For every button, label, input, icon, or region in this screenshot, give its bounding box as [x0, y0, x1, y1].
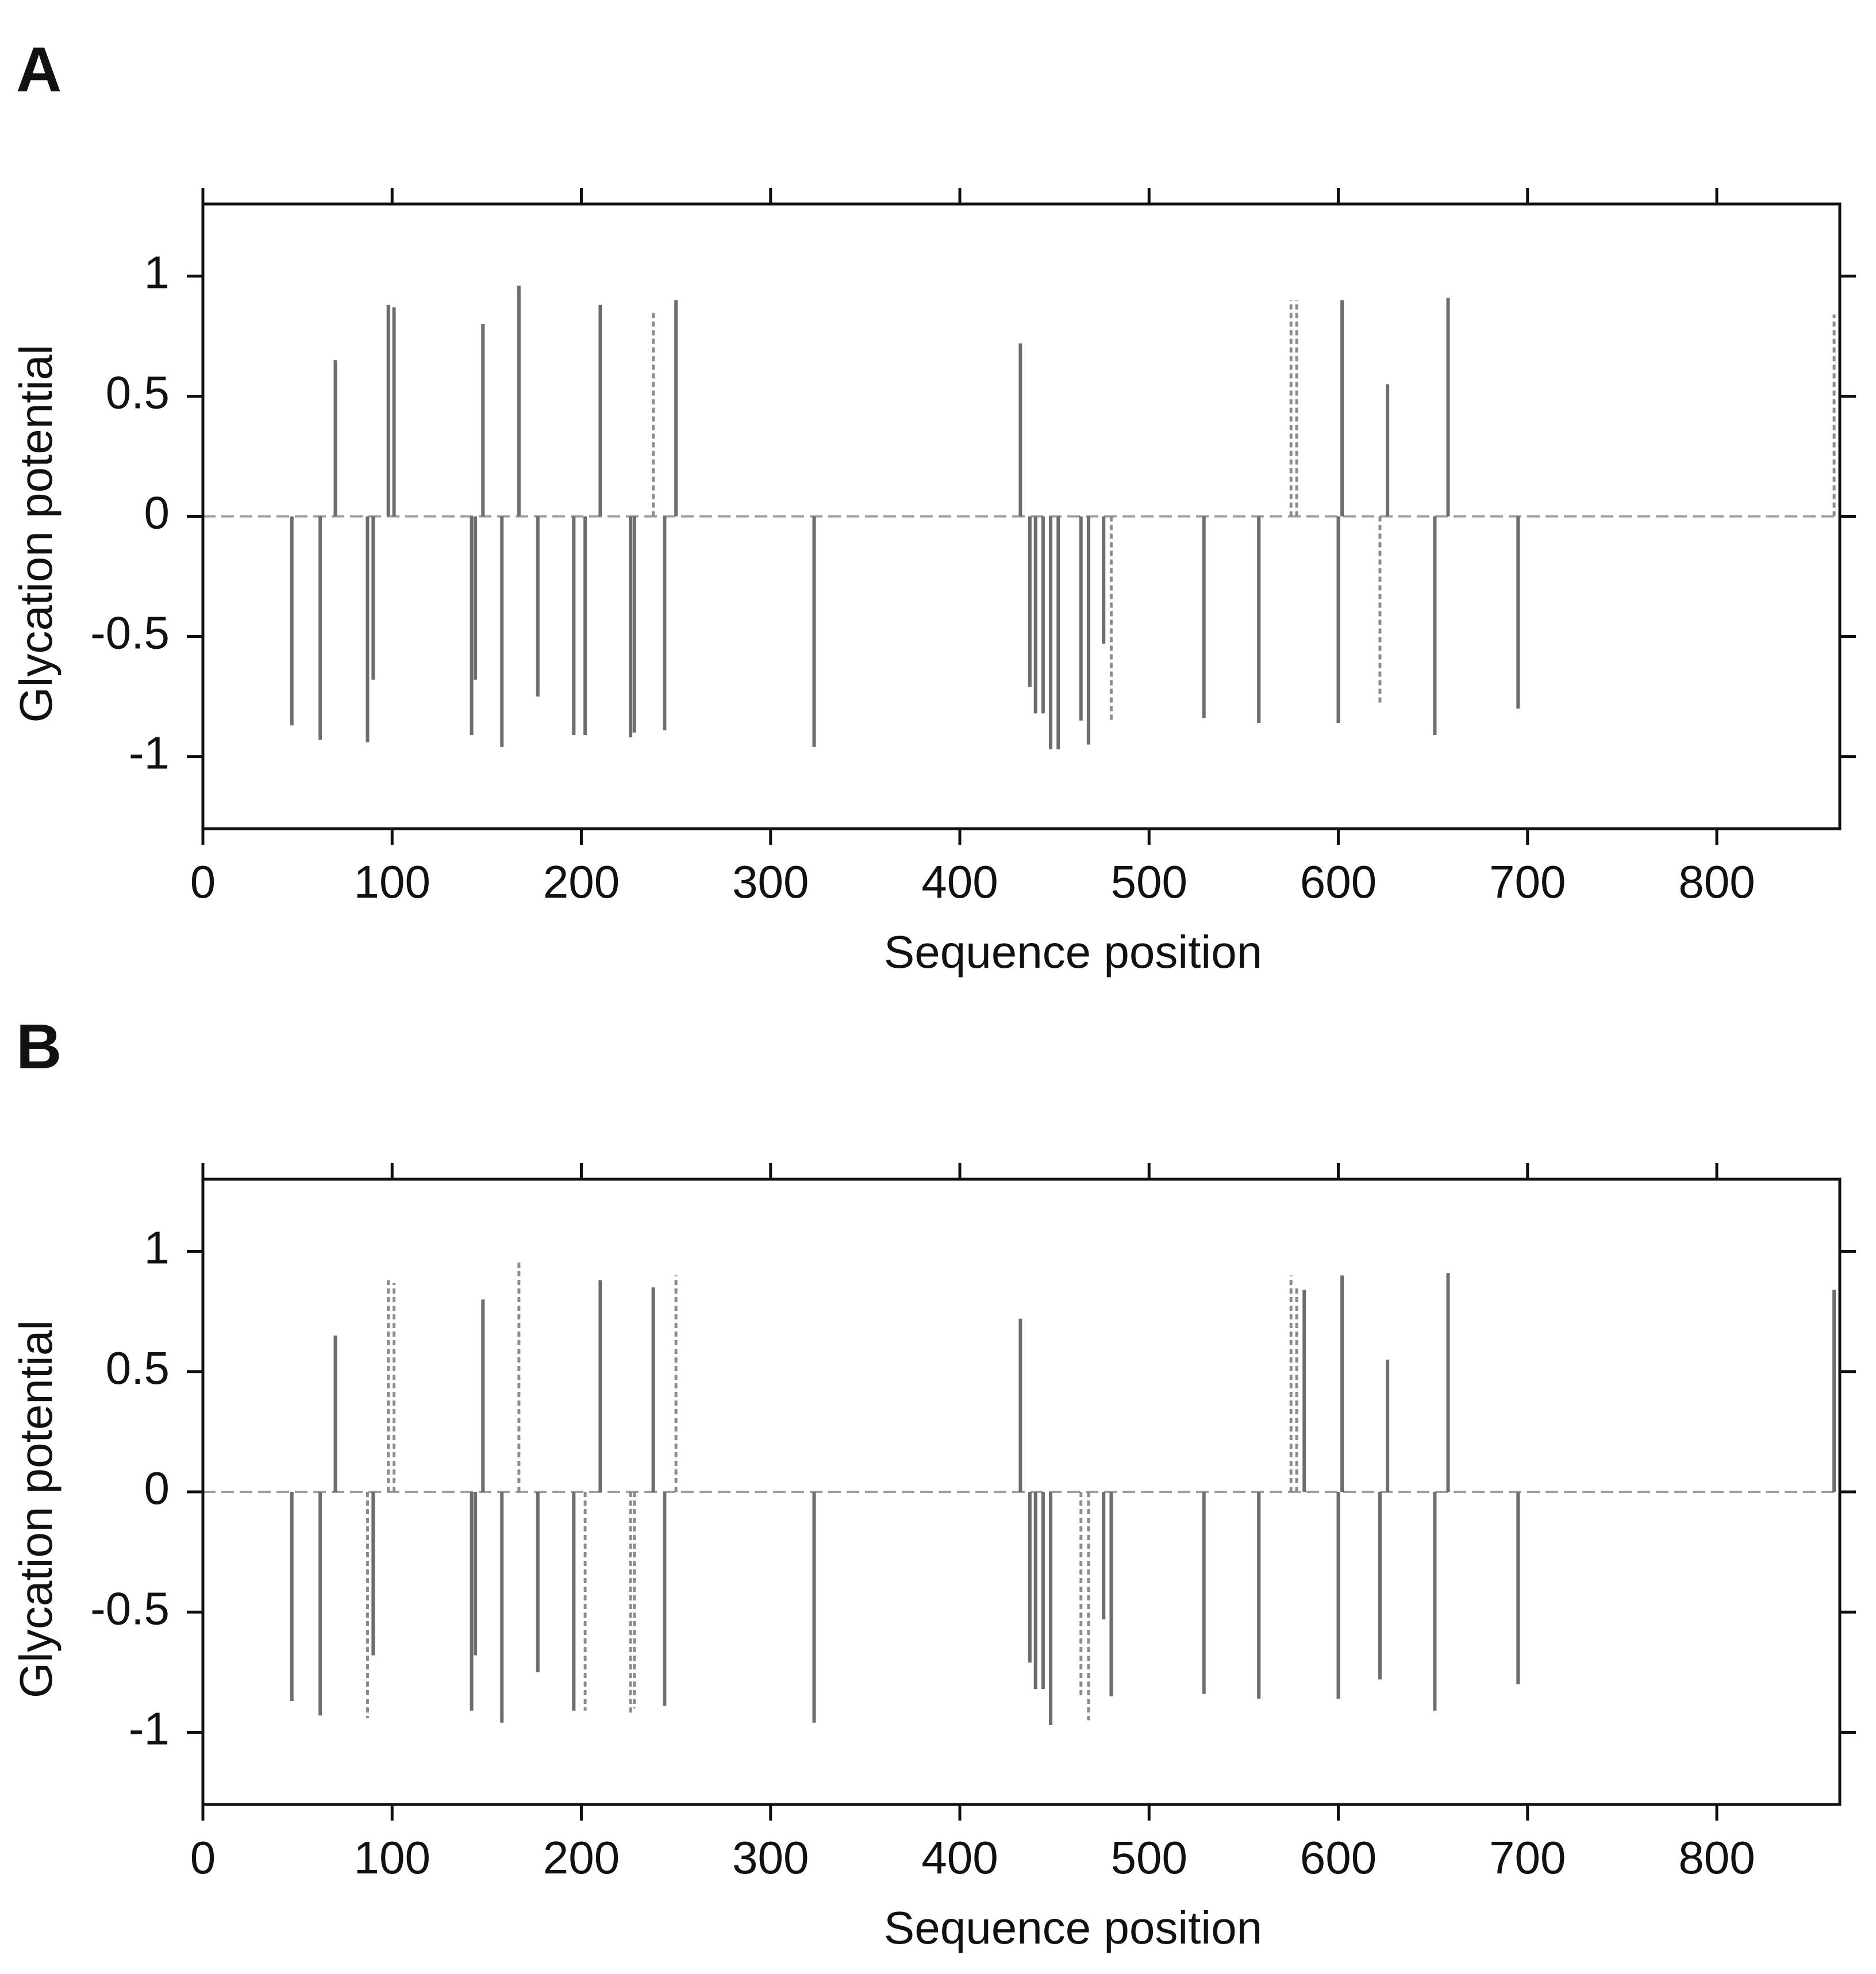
y-tick-label: 0.5 [106, 367, 170, 418]
y-axis-title: Glycation potential [10, 344, 61, 722]
y-tick-label: 1 [144, 247, 170, 298]
x-tick-label: 600 [1300, 1832, 1377, 1883]
y-tick-label: 1 [144, 1222, 170, 1273]
x-tick-label: 800 [1678, 856, 1755, 907]
panel-label: A [16, 34, 61, 105]
x-tick-label: 800 [1678, 1832, 1755, 1883]
x-axis-title: Sequence position [884, 1902, 1262, 1953]
x-tick-label: 0 [190, 1832, 216, 1883]
x-tick-label: 300 [732, 856, 809, 907]
x-tick-label: 400 [921, 856, 998, 907]
panel-label: B [16, 1011, 61, 1082]
y-axis-title: Glycation potential [10, 1320, 61, 1698]
x-tick-label: 200 [543, 1832, 620, 1883]
x-tick-label: 500 [1111, 856, 1187, 907]
x-tick-label: 100 [354, 856, 430, 907]
x-tick-label: 400 [921, 1832, 998, 1883]
x-tick-label: 600 [1300, 856, 1377, 907]
y-tick-label: -1 [129, 1703, 170, 1754]
y-tick-label: -0.5 [90, 607, 170, 659]
y-tick-label: 0 [144, 487, 170, 538]
panel-b: B 0 100 200 300 400 500 600 700 800 1 0.5 0 -0.5 -1 Seq… [10, 1011, 1856, 1953]
x-tick-label: 300 [732, 1832, 809, 1883]
x-tick-label: 500 [1111, 1832, 1187, 1883]
x-tick-label: 700 [1489, 856, 1566, 907]
x-tick-label: 0 [190, 856, 216, 907]
panel-a: A 0 100 200 300 400 500 600 700 800 1 0.5 0 -0.5 -1 Seq… [10, 34, 1856, 978]
y-tick-label: -1 [129, 728, 170, 779]
y-tick-label: 0 [144, 1463, 170, 1514]
x-tick-label: 100 [354, 1832, 430, 1883]
x-tick-label: 700 [1489, 1832, 1566, 1883]
x-axis-title: Sequence position [884, 926, 1262, 978]
x-tick-label: 200 [543, 856, 620, 907]
y-tick-label: 0.5 [106, 1342, 170, 1394]
y-tick-label: -0.5 [90, 1583, 170, 1634]
